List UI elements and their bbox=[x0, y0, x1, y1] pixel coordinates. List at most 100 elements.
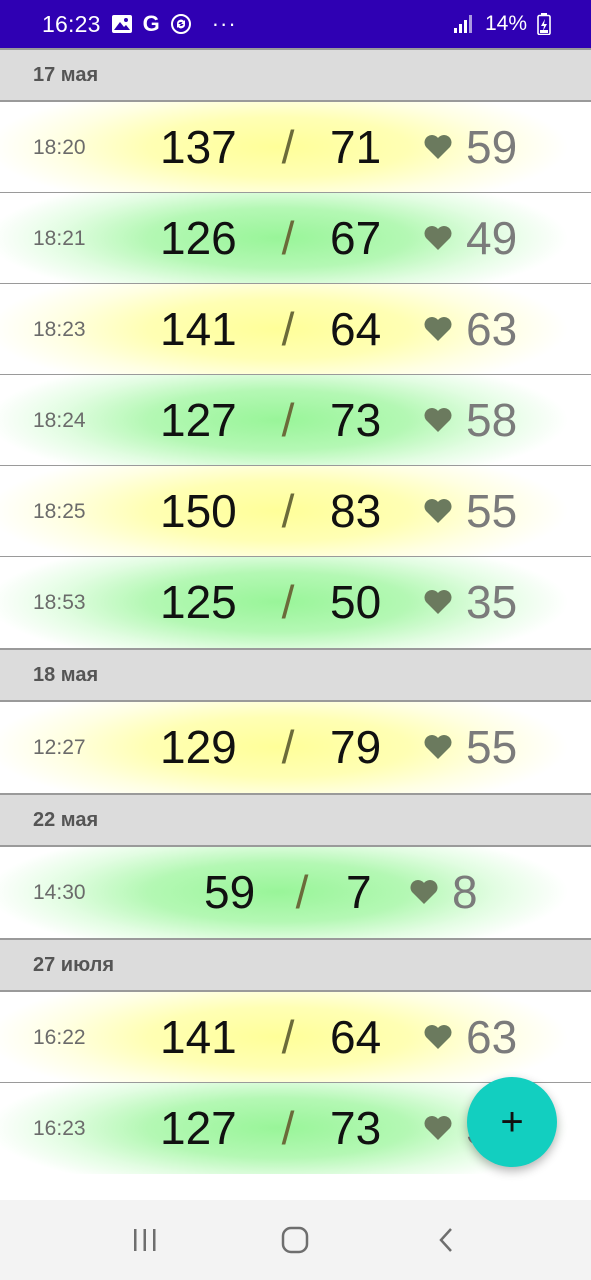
heart-icon bbox=[424, 135, 452, 159]
row-zone-background bbox=[0, 847, 591, 938]
separator: / bbox=[281, 576, 295, 628]
heart-icon bbox=[424, 1116, 452, 1140]
separator: / bbox=[281, 303, 295, 355]
diastolic-value: 79 bbox=[330, 721, 382, 773]
add-measurement-button[interactable]: + bbox=[467, 1077, 557, 1167]
pulse-value: 55 bbox=[466, 721, 518, 773]
row-time: 12:27 bbox=[33, 736, 86, 759]
separator: / bbox=[281, 485, 295, 537]
diastolic-value: 64 bbox=[330, 303, 382, 355]
separator: / bbox=[281, 394, 295, 446]
systolic-value: 126 bbox=[160, 212, 237, 264]
heart-icon bbox=[410, 880, 438, 904]
separator: / bbox=[281, 1011, 295, 1063]
systolic-value: 59 bbox=[204, 866, 256, 918]
systolic-value: 150 bbox=[160, 485, 237, 537]
diastolic-value: 73 bbox=[330, 394, 382, 446]
date-header: 22 мая bbox=[0, 793, 591, 847]
measurement-row[interactable]: 18:21 126 / 67 49 bbox=[0, 193, 591, 284]
sync-icon bbox=[170, 13, 192, 35]
more-notifications-icon: ··· bbox=[211, 11, 237, 36]
diastolic-value: 50 bbox=[330, 576, 382, 628]
home-button[interactable] bbox=[270, 1215, 320, 1265]
pulse-value: 63 bbox=[466, 303, 518, 355]
row-time: 18:23 bbox=[33, 318, 86, 341]
signal-icon bbox=[453, 14, 475, 34]
google-icon: G bbox=[142, 11, 160, 36]
row-time: 18:53 bbox=[33, 591, 86, 614]
heart-icon bbox=[424, 590, 452, 614]
row-zone-background bbox=[0, 102, 591, 192]
systolic-value: 129 bbox=[160, 721, 237, 773]
systolic-value: 137 bbox=[160, 121, 237, 173]
row-zone-background bbox=[0, 992, 591, 1082]
pulse-value: 63 bbox=[466, 1011, 518, 1063]
pulse-value: 59 bbox=[466, 121, 518, 173]
back-icon bbox=[439, 1228, 452, 1252]
row-time: 18:20 bbox=[33, 136, 86, 159]
back-button[interactable] bbox=[421, 1215, 471, 1265]
diastolic-value: 71 bbox=[330, 121, 382, 173]
pulse-value: 49 bbox=[466, 212, 518, 264]
heart-icon bbox=[424, 735, 452, 759]
separator: / bbox=[281, 121, 295, 173]
diastolic-value: 83 bbox=[330, 485, 382, 537]
row-time: 18:25 bbox=[33, 500, 86, 523]
systolic-value: 125 bbox=[160, 576, 237, 628]
diastolic-value: 73 bbox=[330, 1102, 382, 1154]
measurement-row[interactable]: 18:23 141 / 64 63 bbox=[0, 284, 591, 375]
measurement-list: 17 мая 18:20 137 / 71 59 18:21 126 / 67 … bbox=[0, 48, 591, 1174]
date-header: 17 мая bbox=[0, 48, 591, 102]
measurement-row[interactable]: 12:27 129 / 79 55 bbox=[0, 702, 591, 793]
heart-icon bbox=[424, 317, 452, 341]
row-zone-background bbox=[0, 284, 591, 374]
diastolic-value: 67 bbox=[330, 212, 382, 264]
separator: / bbox=[281, 1102, 295, 1154]
pulse-value: 55 bbox=[466, 485, 518, 537]
measurement-row[interactable]: 18:53 125 / 50 35 bbox=[0, 557, 591, 648]
recent-apps-button[interactable] bbox=[120, 1215, 170, 1265]
image-icon bbox=[111, 14, 133, 34]
pulse-value: 58 bbox=[466, 394, 518, 446]
status-right: 14% bbox=[453, 12, 551, 36]
date-header: 18 мая bbox=[0, 648, 591, 702]
pulse-value: 35 bbox=[466, 576, 518, 628]
measurement-row[interactable]: 18:25 150 / 83 55 bbox=[0, 466, 591, 557]
systolic-value: 141 bbox=[160, 1011, 237, 1063]
row-time: 14:30 bbox=[33, 881, 86, 904]
pulse-value: 8 bbox=[452, 866, 478, 918]
row-zone-background bbox=[0, 193, 591, 283]
systolic-value: 141 bbox=[160, 303, 237, 355]
row-time: 18:21 bbox=[33, 227, 86, 250]
row-zone-background bbox=[0, 375, 591, 465]
heart-icon bbox=[424, 408, 452, 432]
measurement-row[interactable]: 18:24 127 / 73 58 bbox=[0, 375, 591, 466]
row-time: 16:22 bbox=[33, 1026, 86, 1049]
battery-percent: 14% bbox=[484, 12, 527, 35]
row-zone-background bbox=[0, 466, 591, 556]
separator: / bbox=[281, 212, 295, 264]
date-header: 27 июля bbox=[0, 938, 591, 992]
row-time: 18:24 bbox=[33, 409, 86, 432]
battery-icon bbox=[537, 13, 551, 35]
systolic-value: 127 bbox=[160, 394, 237, 446]
status-bar: 16:23 G ··· 14% bbox=[0, 0, 591, 48]
status-time: 16:23 bbox=[42, 10, 101, 37]
heart-icon bbox=[424, 499, 452, 523]
diastolic-value: 7 bbox=[346, 866, 372, 918]
measurement-row[interactable]: 16:22 141 / 64 63 bbox=[0, 992, 591, 1083]
systolic-value: 127 bbox=[160, 1102, 237, 1154]
row-time: 16:23 bbox=[33, 1117, 86, 1140]
system-nav-bar bbox=[0, 1200, 591, 1280]
measurement-row[interactable]: 14:30 59 / 7 8 bbox=[0, 847, 591, 938]
separator: / bbox=[281, 721, 295, 773]
diastolic-value: 64 bbox=[330, 1011, 382, 1063]
row-zone-background bbox=[0, 702, 591, 793]
status-left: 16:23 G ··· bbox=[42, 11, 237, 38]
home-icon bbox=[282, 1226, 309, 1254]
measurement-row[interactable]: 18:20 137 / 71 59 bbox=[0, 102, 591, 193]
row-zone-background bbox=[0, 557, 591, 648]
separator: / bbox=[295, 866, 309, 918]
heart-icon bbox=[424, 1025, 452, 1049]
recent-apps-icon bbox=[134, 1229, 156, 1251]
